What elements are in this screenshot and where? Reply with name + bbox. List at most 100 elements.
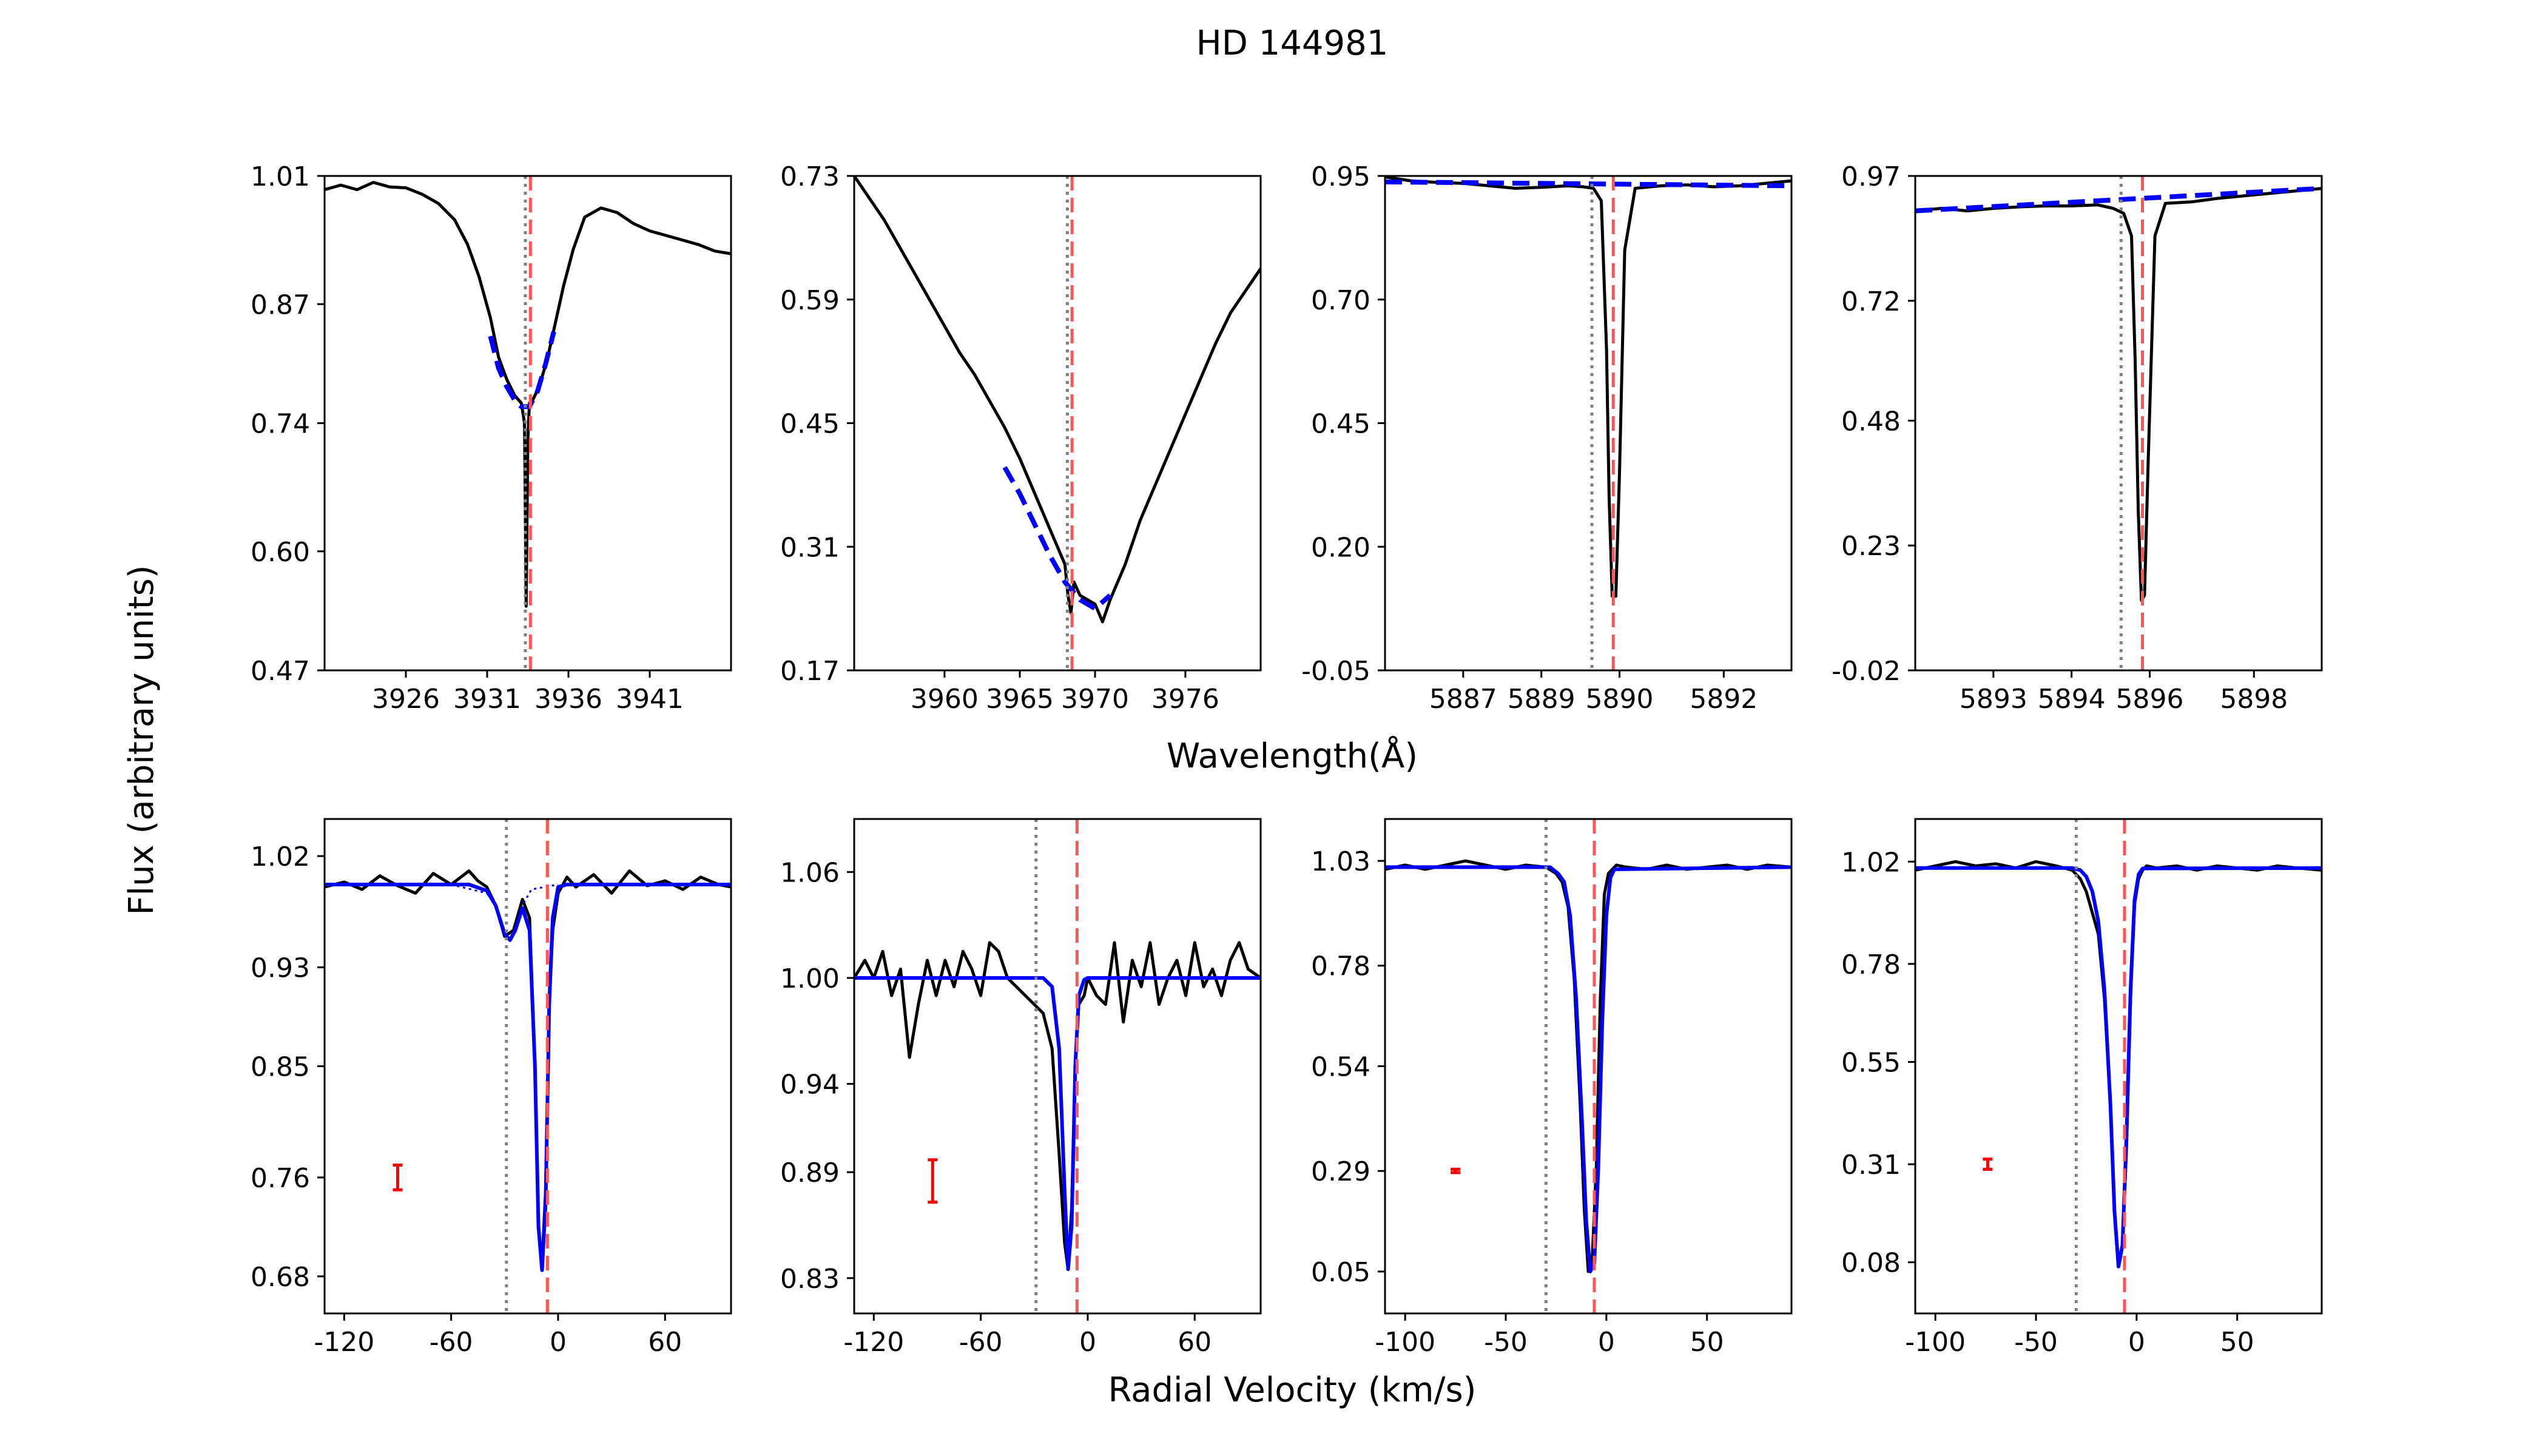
figure-title: HD 144981: [1196, 24, 1389, 63]
y-tick-label: 0.48: [1841, 406, 1901, 437]
plot-area: [325, 176, 731, 670]
y-tick-label: 0.29: [1311, 1156, 1370, 1187]
y-tick-label: 0.85: [251, 1052, 310, 1083]
series-line-fit: [1915, 866, 2322, 1269]
y-tick-label: 0.20: [1311, 532, 1370, 563]
plot-area: [1385, 819, 1791, 1313]
y-tick-label: 0.95: [1311, 161, 1370, 192]
x-tick-label: 50: [2220, 1327, 2254, 1358]
chart-panel-wavelength-3: 5887 5889 5890 5892 -0.05 0.20 0.45 0.70 0.95: [1301, 161, 1793, 715]
series-line-continuum: [1915, 186, 2322, 214]
y-tick-label: 0.83: [780, 1264, 840, 1295]
y-tick-label: 0.31: [1841, 1150, 1901, 1181]
y-tick-label: 0.68: [251, 1262, 310, 1293]
series-line-observed: [854, 176, 1261, 624]
x-tick-label: 5889: [1508, 684, 1576, 715]
y-tick-label: 0.54: [1311, 1052, 1370, 1083]
y-tick-label: 1.01: [251, 161, 310, 192]
axes-frame: [1914, 175, 2323, 672]
series-line-continuum: [1385, 179, 1791, 189]
y-tick-label: 0.74: [251, 409, 310, 440]
error-bar: [1451, 1167, 1461, 1175]
x-tick-label: -60: [959, 1327, 1003, 1358]
x-tick-label: 60: [648, 1327, 682, 1358]
chart-panel-velocity-4: -100 -50 0 50 0.08 0.31 0.55 0.78 1.02: [1841, 818, 2323, 1358]
error-bar: [928, 1158, 938, 1204]
x-tick-label: 5893: [1960, 684, 2027, 715]
y-tick-label: 0.73: [780, 161, 840, 192]
series-line-fit: [1002, 466, 1112, 612]
y-tick-label: 0.60: [251, 537, 310, 568]
chart-panel-wavelength-4: 5893 5894 5896 5898 -0.02 0.23 0.48 0.72 0.97: [1832, 161, 2323, 715]
series-line-observed: [325, 181, 731, 608]
x-tick-label: 0: [2128, 1327, 2145, 1358]
x-tick-label: 3970: [1061, 684, 1129, 715]
plot-area: [854, 819, 1261, 1313]
y-tick-label: 0.70: [1311, 285, 1370, 316]
y-tick-label: 0.78: [1841, 949, 1901, 980]
plot-area: [854, 176, 1261, 670]
plot-area: [1915, 819, 2322, 1313]
series-line-fit: [854, 976, 1261, 1272]
chart-panel-velocity-3: -100 -50 0 50 0.05 0.29 0.54 0.78 1.03: [1311, 818, 1793, 1358]
plot-area: [1915, 176, 2322, 670]
bottom-xlabel: Radial Velocity (km/s): [1108, 1370, 1477, 1410]
x-tick-label: 50: [1690, 1327, 1724, 1358]
x-tick-label: -120: [314, 1327, 374, 1358]
x-tick-label: 3965: [986, 684, 1054, 715]
axes-frame: [323, 818, 732, 1315]
x-tick-label: 3936: [534, 684, 602, 715]
y-tick-label: 0.05: [1311, 1257, 1370, 1288]
y-tick-label: 0.08: [1841, 1248, 1901, 1279]
y-tick-label: 0.93: [251, 953, 310, 984]
y-tick-label: 1.02: [1841, 847, 1901, 878]
series-line-observed: [1915, 860, 2322, 1264]
y-tick-label: 0.89: [780, 1158, 840, 1188]
x-tick-label: 3941: [616, 684, 684, 715]
y-tick-label: -0.05: [1301, 656, 1370, 687]
x-tick-label: -100: [1375, 1327, 1435, 1358]
series-line-fit: [488, 331, 556, 410]
series-line-observed: [1385, 859, 1791, 1273]
series-line-observed: [1915, 187, 2322, 602]
x-tick-label: 0: [1598, 1327, 1615, 1358]
chart-panel-wavelength-2: 3960 3965 3970 3976 0.17 0.31 0.45 0.59 0.73: [780, 161, 1262, 715]
x-tick-label: 5887: [1429, 684, 1497, 715]
plot-area: [325, 819, 731, 1313]
y-tick-label: 0.76: [251, 1163, 310, 1194]
x-tick-label: 3976: [1151, 684, 1219, 715]
axes-frame: [1384, 175, 1793, 672]
y-tick-label: 1.02: [251, 841, 310, 872]
y-tick-label: 0.31: [780, 532, 840, 563]
y-tick-label: 0.72: [1841, 286, 1901, 317]
x-tick-label: 0: [550, 1327, 567, 1358]
series-line-observed: [1385, 176, 1791, 598]
y-tick-label: 1.03: [1311, 846, 1370, 877]
plot-area: [1385, 176, 1791, 670]
error-bar: [393, 1164, 403, 1191]
error-bar: [1983, 1158, 1993, 1171]
x-tick-label: 5896: [2116, 684, 2184, 715]
chart-panel-velocity-1: -120 -60 0 60 0.68 0.76 0.85 0.93 1.02: [251, 818, 732, 1358]
y-tick-label: 1.06: [780, 857, 840, 888]
axes-frame: [1914, 818, 2323, 1315]
series-line-fit: [325, 883, 731, 1272]
x-tick-label: -100: [1905, 1327, 1966, 1358]
y-tick-label: -0.02: [1832, 656, 1901, 687]
axes-frame: [853, 818, 1262, 1315]
x-tick-label: -120: [843, 1327, 904, 1358]
x-tick-label: 0: [1079, 1327, 1096, 1358]
y-tick-label: 0.78: [1311, 951, 1370, 982]
x-tick-label: 5898: [2220, 684, 2288, 715]
x-tick-label: 5890: [1586, 684, 1654, 715]
series-line-fit: [1385, 865, 1791, 1273]
y-tick-label: 0.97: [1841, 161, 1901, 192]
y-tick-label: 0.17: [780, 656, 840, 687]
chart-panel-velocity-2: -120 -60 0 60 0.83 0.89 0.94 1.00 1.06: [780, 818, 1262, 1358]
x-tick-label: 3926: [372, 684, 440, 715]
y-tick-label: 0.87: [251, 289, 310, 320]
y-tick-label: 0.23: [1841, 531, 1901, 562]
panels: 3926 3931 3936 3941 0.47 0.60 0.74 0.87 1.01 3960…: [251, 161, 2323, 1358]
y-tick-label: 0.47: [251, 656, 310, 687]
